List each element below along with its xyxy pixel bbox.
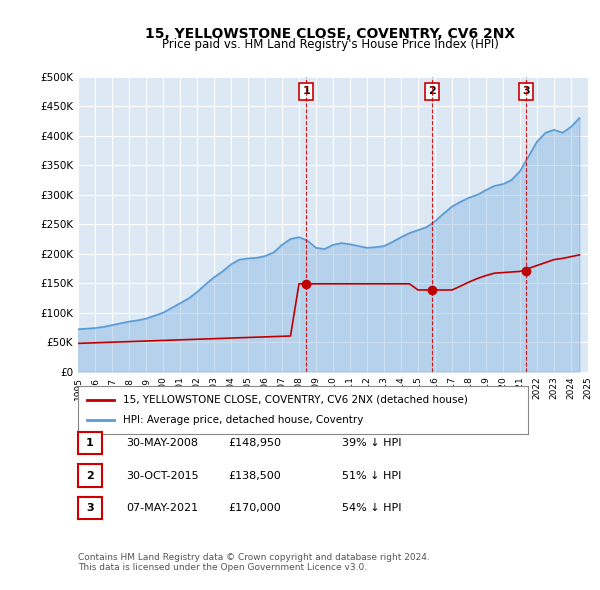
Text: 3: 3 (522, 87, 530, 96)
Text: 15, YELLOWSTONE CLOSE, COVENTRY, CV6 2NX: 15, YELLOWSTONE CLOSE, COVENTRY, CV6 2NX (145, 27, 515, 41)
Text: 2: 2 (428, 87, 436, 96)
Text: 1: 1 (302, 87, 310, 96)
Text: 2: 2 (86, 471, 94, 480)
Text: £138,500: £138,500 (228, 471, 281, 480)
Text: 39% ↓ HPI: 39% ↓ HPI (342, 438, 401, 448)
Text: 15, YELLOWSTONE CLOSE, COVENTRY, CV6 2NX (detached house): 15, YELLOWSTONE CLOSE, COVENTRY, CV6 2NX… (123, 395, 468, 405)
Text: 07-MAY-2021: 07-MAY-2021 (126, 503, 198, 513)
Text: 1: 1 (86, 438, 94, 448)
Text: 3: 3 (86, 503, 94, 513)
Text: £170,000: £170,000 (228, 503, 281, 513)
Text: Price paid vs. HM Land Registry's House Price Index (HPI): Price paid vs. HM Land Registry's House … (161, 38, 499, 51)
Text: Contains HM Land Registry data © Crown copyright and database right 2024.
This d: Contains HM Land Registry data © Crown c… (78, 553, 430, 572)
Text: 54% ↓ HPI: 54% ↓ HPI (342, 503, 401, 513)
Text: 30-MAY-2008: 30-MAY-2008 (126, 438, 198, 448)
Text: HPI: Average price, detached house, Coventry: HPI: Average price, detached house, Cove… (123, 415, 364, 425)
Text: £148,950: £148,950 (228, 438, 281, 448)
Text: 51% ↓ HPI: 51% ↓ HPI (342, 471, 401, 480)
Text: 30-OCT-2015: 30-OCT-2015 (126, 471, 199, 480)
